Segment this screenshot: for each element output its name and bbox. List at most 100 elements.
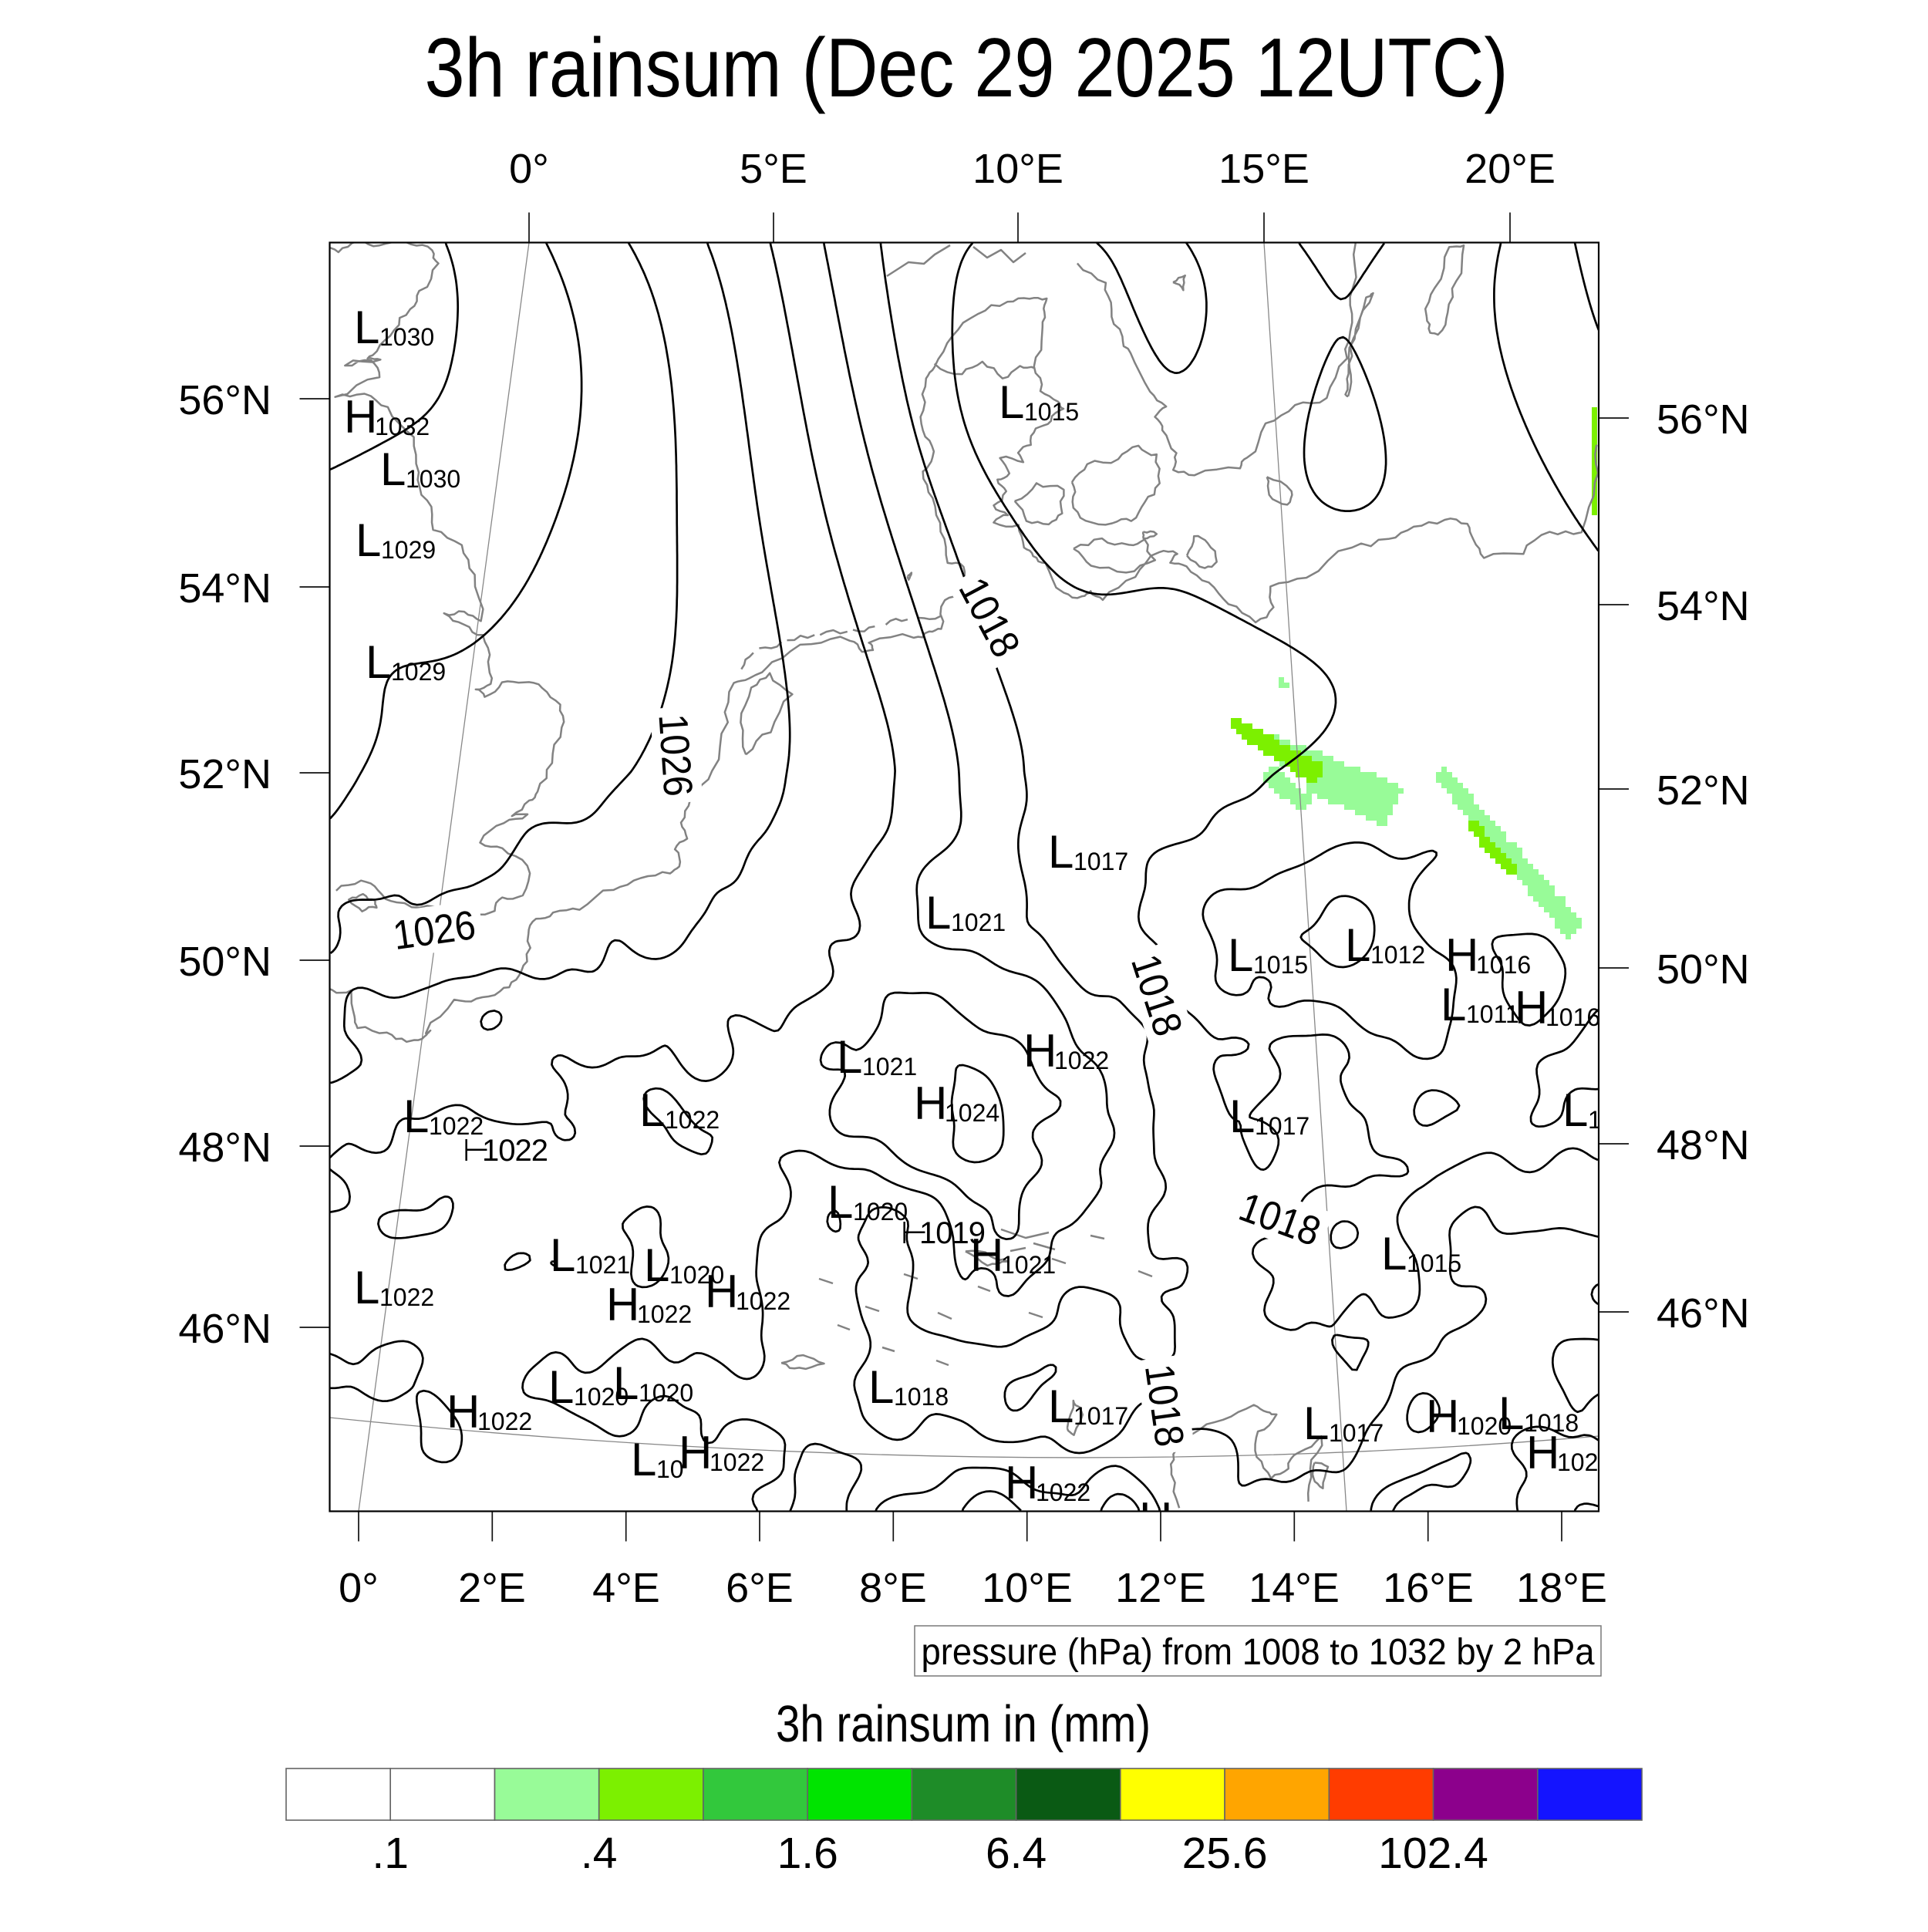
svg-text:1026: 1026 <box>649 713 700 798</box>
svg-text:H: H <box>679 1427 712 1479</box>
svg-text:1020: 1020 <box>1557 1448 1612 1476</box>
svg-text:1011: 1011 <box>1466 1000 1519 1028</box>
svg-text:16°E: 16°E <box>1383 1565 1474 1611</box>
svg-text:L: L <box>999 376 1024 428</box>
svg-text:1017: 1017 <box>1255 1112 1309 1140</box>
svg-text:L: L <box>380 443 406 495</box>
svg-text:L: L <box>1048 1381 1074 1432</box>
svg-text:50°N: 50°N <box>178 939 271 985</box>
svg-text:H: H <box>1023 1025 1057 1077</box>
svg-text:L: L <box>1303 1398 1329 1449</box>
svg-text:52°N: 52°N <box>1657 767 1750 814</box>
svg-text:1022: 1022 <box>665 1106 720 1134</box>
svg-text:L: L <box>639 1084 665 1136</box>
svg-text:H: H <box>1515 982 1548 1033</box>
svg-text:L: L <box>1498 1387 1524 1439</box>
svg-text:H: H <box>1445 929 1478 981</box>
svg-text:48°N: 48°N <box>178 1124 271 1171</box>
svg-text:10°E: 10°E <box>982 1565 1073 1611</box>
svg-text:H: H <box>970 1229 1003 1281</box>
svg-text:L: L <box>631 1434 656 1485</box>
svg-text:L: L <box>644 1239 669 1291</box>
svg-text:1021: 1021 <box>575 1251 630 1279</box>
svg-text:1017: 1017 <box>1074 848 1128 875</box>
svg-text:⊢: ⊢ <box>901 1216 928 1250</box>
svg-text:1021: 1021 <box>1001 1251 1056 1279</box>
svg-text:10: 10 <box>656 1455 684 1483</box>
svg-text:1020: 1020 <box>669 1261 724 1289</box>
svg-text:0°: 0° <box>339 1565 379 1611</box>
svg-text:1021: 1021 <box>862 1053 917 1081</box>
svg-text:1020: 1020 <box>1457 1412 1512 1440</box>
svg-text:1029: 1029 <box>381 536 436 564</box>
svg-text:1016: 1016 <box>1545 1003 1600 1031</box>
svg-text:L: L <box>1562 1084 1588 1136</box>
svg-text:1020: 1020 <box>574 1383 629 1411</box>
svg-text:L: L <box>1441 979 1466 1030</box>
svg-text:6°E: 6°E <box>726 1565 794 1611</box>
svg-text:1015: 1015 <box>1024 398 1079 426</box>
svg-text:H: H <box>606 1279 639 1330</box>
svg-text:.1: .1 <box>372 1829 409 1878</box>
svg-text:102.4: 102.4 <box>1378 1829 1488 1878</box>
svg-text:H: H <box>344 391 377 443</box>
svg-text:1.6: 1.6 <box>777 1829 838 1878</box>
svg-text:46°N: 46°N <box>1657 1290 1750 1337</box>
svg-text:1022: 1022 <box>637 1300 692 1328</box>
svg-text:1019: 1019 <box>919 1216 985 1250</box>
svg-text:8°E: 8°E <box>859 1565 927 1611</box>
svg-text:L: L <box>354 1262 379 1313</box>
svg-text:2°E: 2°E <box>458 1565 526 1611</box>
svg-text:54°N: 54°N <box>178 565 271 612</box>
svg-text:1022: 1022 <box>482 1134 548 1168</box>
svg-text:1016: 1016 <box>1588 1106 1643 1134</box>
svg-text:L: L <box>1228 929 1253 981</box>
svg-text:L: L <box>925 887 951 939</box>
svg-text:1018: 1018 <box>1136 1361 1192 1449</box>
svg-text:48°N: 48°N <box>1657 1122 1750 1168</box>
svg-text:L: L <box>868 1361 894 1413</box>
svg-text:18°E: 18°E <box>1516 1565 1607 1611</box>
svg-text:1024: 1024 <box>945 1099 999 1127</box>
svg-text:L: L <box>613 1357 639 1409</box>
svg-text:L: L <box>548 1361 574 1413</box>
svg-text:6.4: 6.4 <box>986 1829 1047 1878</box>
svg-text:3h rainsum in (mm): 3h rainsum in (mm) <box>776 1695 1151 1753</box>
svg-text:1032: 1032 <box>375 413 430 440</box>
svg-text:50°N: 50°N <box>1657 946 1750 993</box>
svg-text:L: L <box>403 1091 429 1142</box>
svg-text:56°N: 56°N <box>178 377 271 423</box>
svg-text:H: H <box>1526 1427 1559 1479</box>
svg-text:L: L <box>837 1031 862 1083</box>
svg-text:1018: 1018 <box>1524 1409 1579 1437</box>
svg-text:1022: 1022 <box>1036 1479 1090 1506</box>
svg-text:L: L <box>366 636 391 688</box>
svg-text:54°N: 54°N <box>1657 583 1750 629</box>
svg-text:L: L <box>550 1229 575 1281</box>
svg-text:1026: 1026 <box>390 902 478 959</box>
svg-text:3h rainsum (Dec 29 2025 12UTC): 3h rainsum (Dec 29 2025 12UTC) <box>425 21 1508 115</box>
svg-text:1022: 1022 <box>710 1448 764 1476</box>
svg-text:1030: 1030 <box>406 465 460 493</box>
svg-text:1029: 1029 <box>391 658 446 686</box>
svg-text:1017: 1017 <box>1074 1402 1128 1430</box>
svg-text:L: L <box>1229 1091 1255 1142</box>
svg-text:H: H <box>1426 1391 1459 1442</box>
svg-text:1021: 1021 <box>951 909 1006 936</box>
svg-text:14°E: 14°E <box>1249 1565 1340 1611</box>
svg-text:10°E: 10°E <box>972 146 1063 192</box>
svg-text:25.6: 25.6 <box>1182 1829 1268 1878</box>
svg-text:L: L <box>1381 1228 1407 1280</box>
svg-text:L: L <box>354 302 379 353</box>
svg-text:56°N: 56°N <box>1657 396 1750 443</box>
svg-text:1017: 1017 <box>1329 1419 1384 1447</box>
svg-text:1022: 1022 <box>736 1287 790 1315</box>
svg-text:⊢: ⊢ <box>463 1134 490 1168</box>
svg-text:5°E: 5°E <box>740 146 807 192</box>
svg-text:L: L <box>1345 919 1370 971</box>
svg-text:1030: 1030 <box>379 323 434 351</box>
svg-text:1022: 1022 <box>429 1112 484 1140</box>
svg-text:.4: .4 <box>581 1829 618 1878</box>
svg-text:52°N: 52°N <box>178 751 271 797</box>
svg-text:H: H <box>1005 1457 1038 1509</box>
